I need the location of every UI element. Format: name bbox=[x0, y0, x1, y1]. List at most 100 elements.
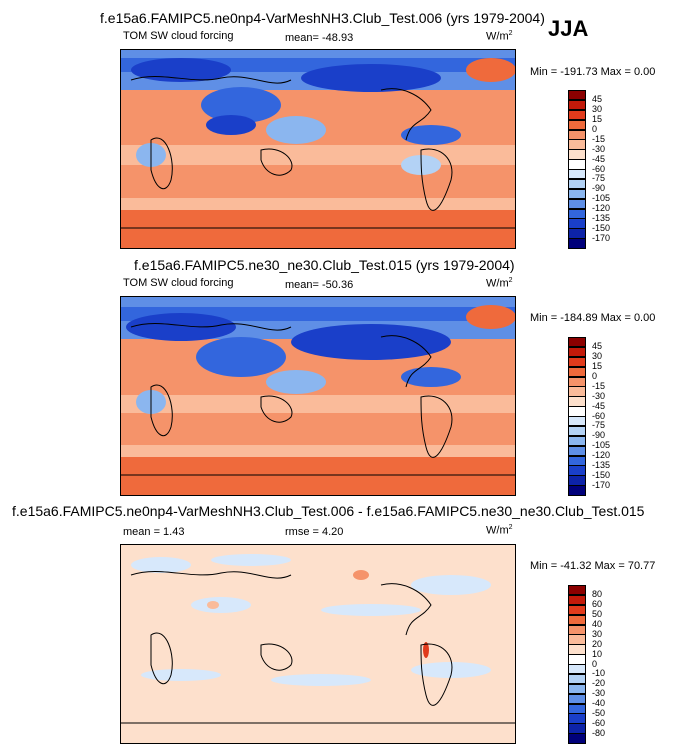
colorbar-tick-label: -75 bbox=[592, 420, 606, 431]
colorbar-tick-label: -60 bbox=[592, 410, 606, 421]
colorbar-tick-label: -60 bbox=[592, 163, 606, 174]
colorbar-cell bbox=[568, 585, 586, 596]
colorbar-tick-label: 80 bbox=[592, 589, 603, 600]
colorbar-cell bbox=[568, 624, 586, 635]
colorbar-cell bbox=[568, 416, 586, 427]
colorbar-cell bbox=[568, 346, 586, 358]
colorbar-cell bbox=[568, 614, 586, 625]
colorbar-cell bbox=[568, 634, 586, 645]
panel1-map-svg bbox=[121, 50, 515, 248]
panel1-colorbar: 45 30 15 0 -15 -30 -45 -60 -75 -90 -105 -120 -135 -15… bbox=[568, 90, 648, 249]
colorbar-tick-label: -90 bbox=[592, 430, 606, 441]
colorbar-tick-label: -10 bbox=[592, 668, 606, 679]
colorbar-cell bbox=[568, 356, 586, 368]
colorbar-cell bbox=[568, 169, 586, 180]
colorbar-tick-label: -135 bbox=[592, 459, 611, 470]
colorbar-tick-label: 0 bbox=[592, 658, 598, 669]
colorbar-tick-label: 20 bbox=[592, 638, 603, 649]
colorbar-tick-label: -45 bbox=[592, 153, 606, 164]
colorbar-tick-label: 40 bbox=[592, 619, 603, 629]
colorbar-cell bbox=[568, 238, 586, 249]
colorbar-cell bbox=[568, 475, 586, 486]
colorbar-cell bbox=[568, 673, 586, 685]
panel3-rmse-label: rmse = 4.20 bbox=[285, 526, 344, 538]
colorbar-cell bbox=[568, 683, 586, 695]
colorbar-cell bbox=[568, 465, 586, 476]
colorbar-tick-label: 0 bbox=[592, 124, 598, 134]
colorbar-cell bbox=[568, 406, 586, 417]
colorbar-tick-label: -135 bbox=[592, 212, 611, 223]
colorbar-cell bbox=[568, 139, 586, 150]
colorbar-tick-label: 15 bbox=[592, 114, 603, 125]
colorbar-cell bbox=[568, 435, 586, 447]
panel1-map bbox=[120, 49, 516, 249]
colorbar-cell bbox=[568, 178, 586, 190]
panel1-units: W/m2 bbox=[486, 30, 513, 43]
colorbar-tick-label: -30 bbox=[592, 390, 606, 401]
panel2-left-label: TOM SW cloud forcing bbox=[123, 277, 234, 289]
panel3-minmax: Min = -41.32 Max = 70.77 bbox=[530, 560, 656, 572]
colorbar-cell bbox=[568, 188, 586, 200]
panel2-colorbar: 45 30 15 0 -15 -30 -45 -60 -75 -90 -105 -120 -135 -15… bbox=[568, 337, 648, 496]
colorbar-tick-label: 45 bbox=[592, 341, 603, 352]
colorbar-tick-label: 60 bbox=[592, 599, 603, 610]
colorbar-cell bbox=[568, 218, 586, 229]
colorbar-cell bbox=[568, 386, 586, 397]
panel3-mean-label: mean = 1.43 bbox=[123, 526, 185, 538]
colorbar-tick-label: 0 bbox=[592, 371, 598, 381]
colorbar-cell bbox=[568, 664, 586, 675]
panel2-units: W/m2 bbox=[486, 277, 513, 290]
colorbar-cell bbox=[568, 119, 586, 130]
panel3-map-svg bbox=[121, 545, 515, 743]
panel2-title: f.e15a6.FAMIPC5.ne30_ne30.Club_Test.015 … bbox=[134, 257, 515, 273]
colorbar-cell bbox=[568, 198, 586, 209]
colorbar-cell bbox=[568, 445, 586, 456]
panel2-minmax: Min = -184.89 Max = 0.00 bbox=[530, 312, 656, 324]
colorbar-tick-label: -20 bbox=[592, 678, 606, 689]
panel3-colorbar: 80 60 50 40 30 20 10 0 -10 -20 -30 -40 -50 -60 -80 bbox=[568, 585, 648, 744]
colorbar-cell bbox=[568, 159, 586, 170]
season-label: JJA bbox=[548, 16, 589, 41]
colorbar-tick-label: -105 bbox=[592, 193, 611, 204]
colorbar-tick-label: 30 bbox=[592, 351, 603, 362]
colorbar-tick-label: -105 bbox=[592, 440, 611, 451]
panel1-mean-label: mean= -48.93 bbox=[285, 32, 354, 44]
colorbar-tick-label: 15 bbox=[592, 361, 603, 372]
colorbar-cell bbox=[568, 376, 586, 387]
panel3-map bbox=[120, 544, 516, 744]
colorbar-tick-label: -120 bbox=[592, 203, 611, 213]
colorbar-cell bbox=[568, 396, 586, 407]
colorbar-cell bbox=[568, 149, 586, 160]
colorbar-tick-label: -150 bbox=[592, 469, 611, 480]
colorbar-cell bbox=[568, 723, 586, 734]
panel1-left-label: TOM SW cloud forcing bbox=[123, 30, 234, 42]
colorbar-cell bbox=[568, 654, 586, 665]
colorbar-tick-label: 30 bbox=[592, 628, 603, 639]
colorbar-cell bbox=[568, 455, 586, 466]
colorbar-tick-label: -30 bbox=[592, 143, 606, 154]
colorbar-cell bbox=[568, 90, 586, 101]
colorbar-tick-label: -80 bbox=[592, 727, 606, 738]
colorbar-tick-label: 30 bbox=[592, 104, 603, 115]
colorbar-tick-label: -15 bbox=[592, 380, 606, 391]
colorbar-cell bbox=[568, 109, 586, 121]
colorbar-cell bbox=[568, 228, 586, 239]
colorbar-cell bbox=[568, 604, 586, 616]
colorbar-tick-label: -15 bbox=[592, 133, 606, 144]
colorbar-cell bbox=[568, 713, 586, 724]
colorbar-cell bbox=[568, 129, 586, 140]
colorbar-cell bbox=[568, 208, 586, 219]
colorbar-cell bbox=[568, 99, 586, 111]
panel3-units: W/m2 bbox=[486, 524, 513, 537]
panel2-map bbox=[120, 296, 516, 496]
colorbar-cell bbox=[568, 594, 586, 606]
panel2-mean-label: mean= -50.36 bbox=[285, 279, 354, 291]
panel1-title: f.e15a6.FAMIPC5.ne0np4-VarMeshNH3.Club_T… bbox=[100, 10, 545, 26]
colorbar-cell bbox=[568, 485, 586, 496]
colorbar-tick-label: -150 bbox=[592, 222, 611, 233]
colorbar-cell bbox=[568, 693, 586, 704]
panel1-minmax: Min = -191.73 Max = 0.00 bbox=[530, 66, 656, 78]
panel3-title: f.e15a6.FAMIPC5.ne0np4-VarMeshNH3.Club_T… bbox=[12, 503, 645, 519]
colorbar-tick-label: -45 bbox=[592, 400, 606, 411]
colorbar-tick-label: -30 bbox=[592, 688, 606, 699]
